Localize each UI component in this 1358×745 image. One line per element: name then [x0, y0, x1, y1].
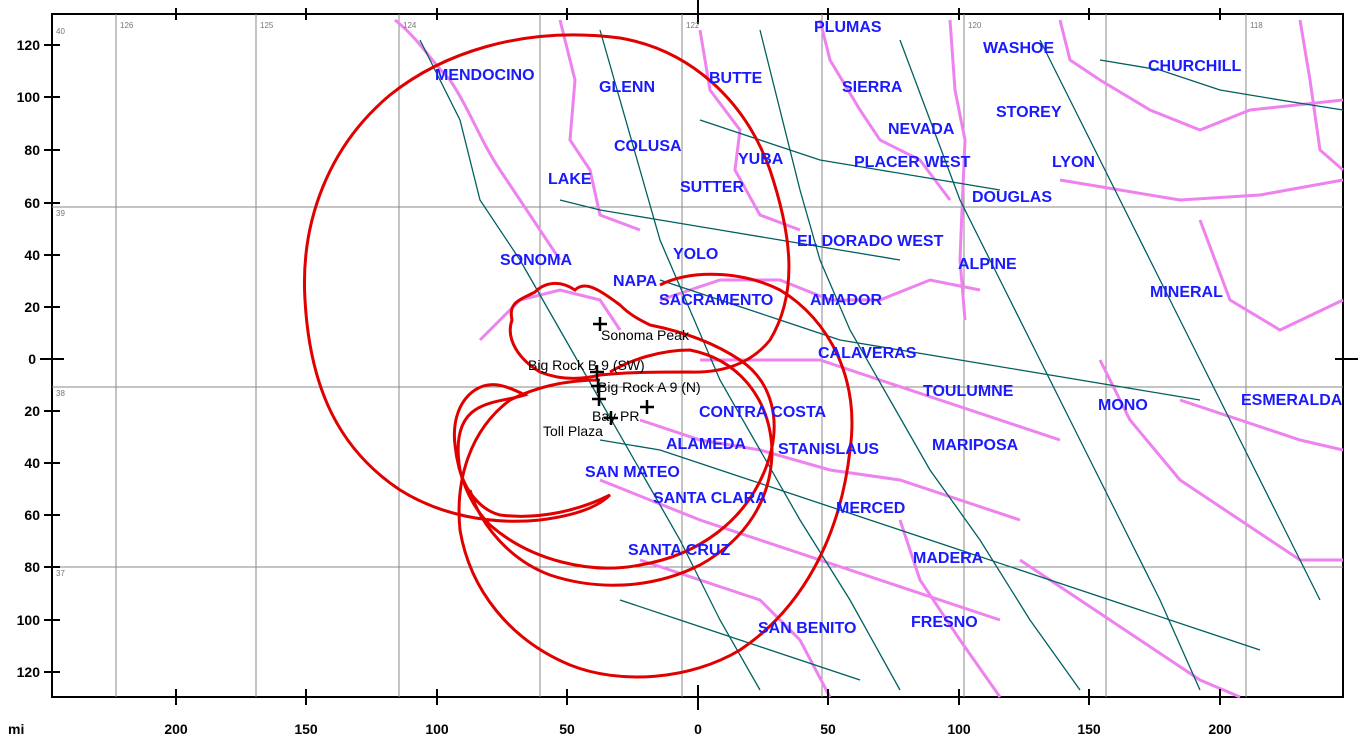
county-label: MONO [1098, 397, 1148, 414]
county-label: PLUMAS [814, 19, 882, 36]
county-label: BUTTE [709, 70, 763, 87]
graticule-label: 124 [403, 21, 417, 30]
site-label: Big Rock B 9 (SW) [528, 357, 645, 373]
y-tick-label: 20 [24, 299, 40, 315]
site-label: Bay PR [592, 408, 639, 424]
county-label: MENDOCINO [435, 67, 535, 84]
graticule-label: 125 [260, 21, 274, 30]
y-axis-labels: 120 100 80 60 40 20 0 20 40 60 80 100 12… [17, 37, 41, 680]
graticule-label: 118 [1250, 21, 1263, 30]
graticule-label: 39 [56, 209, 65, 218]
y-tick-label: 40 [24, 247, 40, 263]
site-label: Toll Plaza [543, 423, 603, 439]
y-tick-label: 100 [17, 612, 41, 628]
county-label: CALAVERAS [818, 345, 917, 362]
graticule-label: 40 [56, 27, 65, 36]
county-label: FRESNO [911, 614, 978, 631]
graticule-label: 126 [120, 21, 134, 30]
x-axis-labels: mi 200 150 100 50 0 50 100 150 200 [8, 721, 1232, 737]
site-label: Sonoma Peak [601, 327, 690, 343]
county-label: ALPINE [958, 256, 1017, 273]
graticule-label: 122 [686, 21, 700, 30]
county-label: EL DORADO WEST [797, 233, 944, 250]
x-tick-label: 150 [294, 721, 318, 737]
county-label: TOULUMNE [923, 383, 1014, 400]
y-tick-label: 80 [24, 142, 40, 158]
x-tick-label: 50 [820, 721, 836, 737]
county-label: SAN MATEO [585, 464, 680, 481]
county-label: SANTA CLARA [653, 490, 767, 507]
county-label: MARIPOSA [932, 437, 1019, 454]
axis-unit-label: mi [8, 721, 24, 737]
y-tick-label: 60 [24, 195, 40, 211]
graticule-label: 37 [56, 569, 65, 578]
county-label: WASHOE [983, 40, 1054, 57]
graticule-label: 120 [968, 21, 982, 30]
x-tick-label: 150 [1077, 721, 1101, 737]
county-label: MERCED [836, 500, 905, 517]
county-label: YOLO [673, 246, 718, 263]
county-label: PLACER WEST [854, 154, 971, 171]
county-label: SACRAMENTO [659, 292, 773, 309]
x-tick-label: 0 [694, 721, 702, 737]
county-label: AMADOR [810, 292, 882, 309]
graticule-label: 38 [56, 389, 65, 398]
county-label: GLENN [599, 79, 655, 96]
y-tick-label: 100 [17, 89, 41, 105]
county-label: ESMERALDA [1241, 392, 1343, 409]
y-tick-label: 20 [24, 403, 40, 419]
county-label: NAPA [613, 273, 658, 290]
site-label: Big Rock A 9 (N) [598, 379, 701, 395]
county-label: SIERRA [842, 79, 903, 96]
county-label: ALAMEDA [666, 436, 746, 453]
y-tick-label: 40 [24, 455, 40, 471]
county-label: SONOMA [500, 252, 572, 269]
county-label: MINERAL [1150, 284, 1223, 301]
county-label: CONTRA COSTA [699, 404, 827, 421]
x-tick-label: 100 [947, 721, 971, 737]
county-label: CHURCHILL [1148, 58, 1242, 75]
county-label: COLUSA [614, 138, 682, 155]
county-label: SAN BENITO [758, 620, 856, 637]
y-tick-label: 0 [28, 351, 36, 367]
y-tick-label: 80 [24, 559, 40, 575]
x-tick-label: 100 [425, 721, 449, 737]
county-label: DOUGLAS [972, 189, 1052, 206]
county-label: STOREY [996, 104, 1062, 121]
county-label: YUBA [738, 151, 784, 168]
county-label: LAKE [548, 171, 592, 188]
y-tick-label: 120 [17, 37, 41, 53]
county-label: NEVADA [888, 121, 955, 138]
county-label: MADERA [913, 550, 984, 567]
plot-frame [52, 14, 1343, 697]
county-label: SANTA CRUZ [628, 542, 730, 559]
y-tick-label: 60 [24, 507, 40, 523]
x-tick-label: 200 [164, 721, 188, 737]
x-tick-label: 50 [559, 721, 575, 737]
county-label: SUTTER [680, 179, 744, 196]
county-label: STANISLAUS [778, 441, 879, 458]
x-tick-label: 200 [1208, 721, 1232, 737]
county-label: LYON [1052, 154, 1095, 171]
y-tick-label: 120 [17, 664, 41, 680]
